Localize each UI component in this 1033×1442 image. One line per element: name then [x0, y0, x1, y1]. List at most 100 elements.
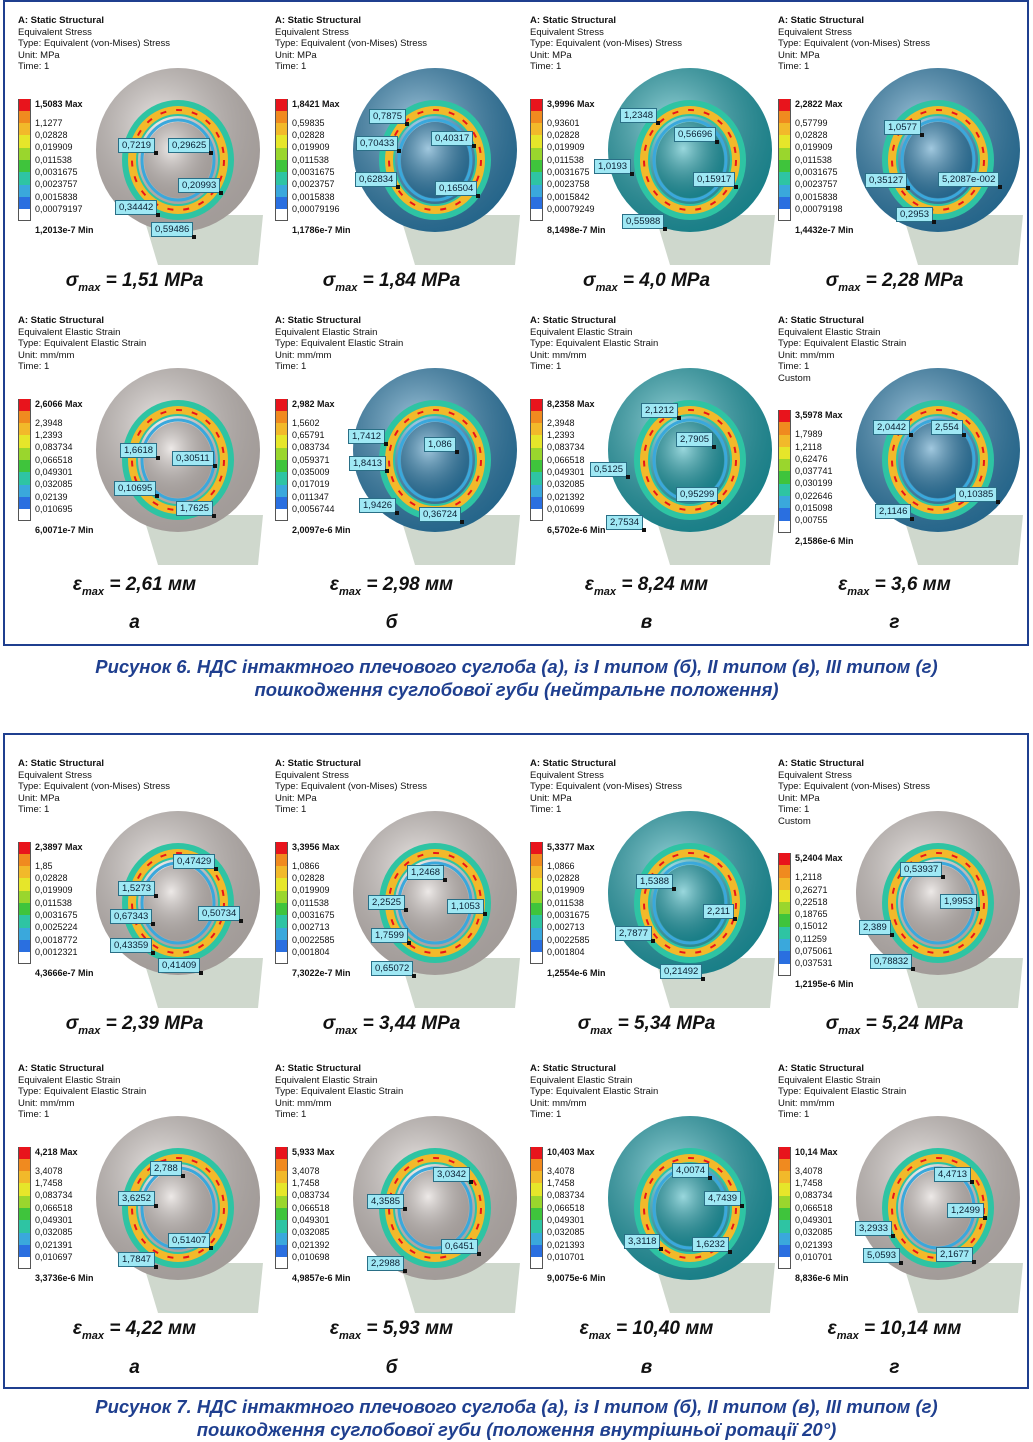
- legend-swatch: [530, 927, 543, 940]
- value-text: = 1,84 MPa: [357, 270, 461, 291]
- header-line: A: Static Structural: [778, 758, 865, 769]
- symbol: ε: [72, 1318, 83, 1339]
- legend-value: 1,2118: [795, 872, 822, 883]
- header-line: Type: Equivalent Elastic Strain: [778, 1086, 907, 1097]
- legend-swatch: [275, 435, 288, 448]
- legend-swatch: [18, 484, 31, 497]
- legend-swatch: [530, 509, 543, 522]
- value-text: = 2,61 мм: [104, 574, 197, 595]
- legend-value: 0,037741: [795, 466, 833, 477]
- strain-max-value: εmax = 4,22 мм: [8, 1318, 261, 1342]
- header-line: Type: Equivalent Elastic Strain: [18, 338, 147, 349]
- value-text: = 2,98 мм: [361, 574, 454, 595]
- symbol: σ: [65, 270, 79, 291]
- probe-label: 0,35127: [865, 173, 911, 190]
- legend-swatch: [275, 509, 288, 522]
- header-line: A: Static Structural: [275, 15, 362, 26]
- header-line: Time: 1: [275, 1109, 307, 1120]
- legend-min: 9,0075e-6 Min: [547, 1272, 606, 1283]
- subscript: max: [339, 1329, 362, 1342]
- legend-swatch: [530, 1232, 543, 1245]
- contour-band-peak: [131, 109, 225, 211]
- legend-swatch: [18, 435, 31, 448]
- subscript: max: [339, 585, 362, 598]
- legend-value: 0,02828: [292, 130, 325, 141]
- legend-swatch: [778, 422, 791, 435]
- probe-label: 1,6232: [692, 1237, 733, 1254]
- legend-swatch: [18, 1207, 31, 1221]
- probe-label: 1,2348: [620, 108, 661, 125]
- symbol: σ: [577, 1013, 591, 1034]
- legend-swatch: [275, 915, 288, 928]
- header-line: Custom: [778, 372, 811, 384]
- stress-contour-plot: A: Static Structural Equivalent Stress Typ…: [778, 758, 1031, 1008]
- symbol: ε: [72, 574, 83, 595]
- probe-label: 4,7439: [704, 1191, 745, 1208]
- legend-swatch: [275, 890, 288, 903]
- legend-swatch: [778, 853, 791, 866]
- humeral-head-model: [96, 1116, 263, 1313]
- legend-value: 0,083734: [547, 442, 585, 453]
- header-line: A: Static Structural: [18, 15, 105, 26]
- legend-value: 3,3956 Max: [292, 841, 340, 852]
- legend-swatch: [778, 110, 791, 124]
- legend-value: 0,032085: [292, 1227, 330, 1238]
- legend-value: 1,7458: [292, 1178, 320, 1189]
- legend-value: 0,0012321: [35, 946, 78, 957]
- figure-7-caption: Рисунок 7. НДС інтактного плечового сугл…: [0, 1395, 1033, 1441]
- probe-label: 5,0593: [863, 1248, 904, 1265]
- legend-value: 0,011347: [292, 491, 329, 502]
- header-line: Type: Equivalent Elastic Strain: [530, 1086, 659, 1097]
- result-header: A: Static Structural Equivalent Elastic S…: [778, 315, 906, 384]
- legend-swatch: [275, 1158, 288, 1172]
- legend-swatch: [18, 1146, 31, 1159]
- header-line: Unit: MPa: [778, 792, 820, 804]
- legend-value: 0,0031675: [35, 909, 78, 920]
- legend-swatch: [18, 123, 31, 136]
- header-line: Time: 1: [275, 361, 307, 372]
- legend-swatch: [778, 926, 791, 940]
- legend-value: 2,3948: [547, 417, 575, 428]
- probe-label: 3,0342: [433, 1167, 474, 1184]
- stress-max-value: σmax = 1,51 MPa: [8, 270, 261, 294]
- legend-swatch: [778, 902, 791, 915]
- probe-label: 0,67343: [110, 909, 156, 926]
- symbol: σ: [825, 1013, 839, 1034]
- legend-swatch: [530, 484, 543, 497]
- legend-swatch: [530, 98, 543, 111]
- legend-value: 0,15012: [795, 921, 828, 932]
- header-line: Equivalent Elastic Strain: [18, 326, 121, 338]
- legend-swatch: [18, 878, 31, 891]
- value-text: = 4,0 MPa: [617, 270, 711, 291]
- legend-swatch: [275, 98, 288, 111]
- legend-swatch: [275, 123, 288, 136]
- header-line: Type: Equivalent (von-Mises) Stress: [778, 781, 931, 792]
- header-line: Unit: mm/mm: [18, 349, 75, 361]
- header-line: Unit: mm/mm: [275, 1097, 332, 1109]
- legend-value: 0,019909: [547, 885, 585, 896]
- symbol: ε: [584, 574, 595, 595]
- legend-value: 0,066518: [547, 1202, 585, 1213]
- legend-swatch: [18, 459, 31, 473]
- value-text: = 10,14 мм: [858, 1318, 962, 1339]
- legend-value: 0,021393: [795, 1239, 833, 1250]
- legend-min: 1,1786e-7 Min: [292, 224, 351, 235]
- legend-value: 0,010698: [292, 1251, 330, 1262]
- legend-swatch: [530, 447, 543, 460]
- probe-label: 1,6618: [120, 443, 161, 460]
- legend-swatch: [530, 866, 543, 879]
- legend-swatch: [275, 184, 288, 197]
- legend-value: 0,57799: [795, 117, 828, 128]
- legend-swatch: [778, 520, 791, 533]
- legend-value: 3,4078: [292, 1165, 320, 1176]
- legend-value: 5,2404 Max: [795, 853, 843, 863]
- probe-label: 3,6252: [118, 1191, 159, 1208]
- legend-min: 1,2195e-6 Min: [795, 979, 854, 989]
- value-text: = 3,44 MPa: [357, 1013, 461, 1034]
- result-header: A: Static Structural Equivalent Elastic S…: [275, 1063, 403, 1121]
- header-line: Equivalent Stress: [275, 26, 349, 38]
- legend-value: 3,9996 Max: [547, 98, 595, 109]
- stress-contour-plot: A: Static Structural Equivalent Stress Typ…: [778, 15, 1031, 265]
- header-line: Equivalent Stress: [275, 769, 349, 781]
- strain-contour-plot: A: Static Structural Equivalent Elastic S…: [778, 1063, 1031, 1313]
